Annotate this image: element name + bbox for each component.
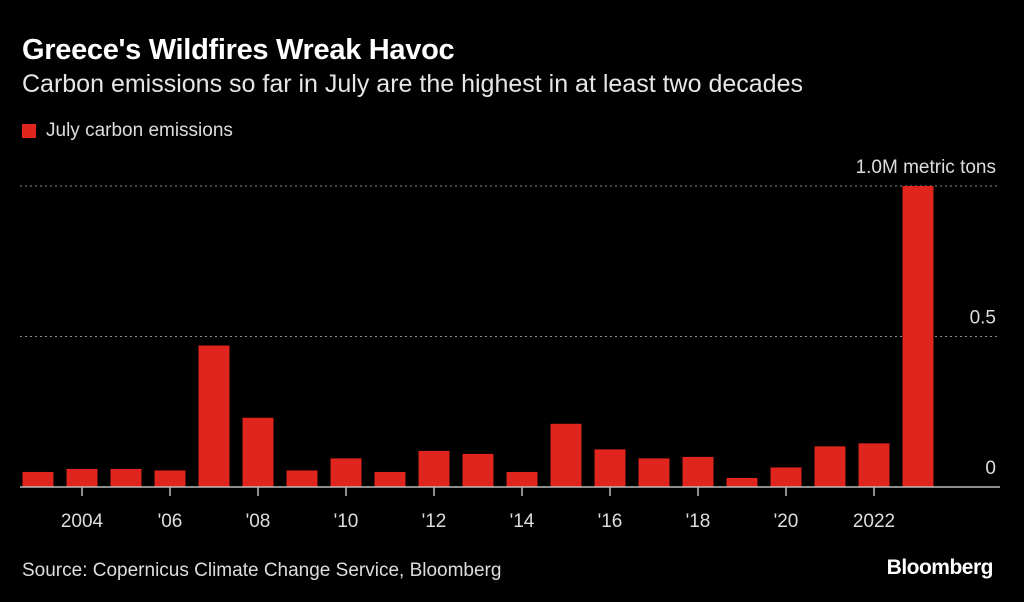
bar — [726, 477, 758, 487]
bloomberg-logo: Bloomberg — [886, 556, 994, 579]
y-tick-label: 1.0M metric tons — [856, 157, 996, 178]
x-tick-label: 2022 — [853, 511, 895, 532]
bar — [198, 345, 230, 487]
bar — [506, 471, 538, 487]
legend: July carbon emissions — [22, 120, 233, 142]
bar — [770, 467, 802, 487]
bar — [682, 456, 714, 487]
chart-title: Greece's Wildfires Wreak Havoc — [22, 34, 455, 66]
bar — [814, 446, 846, 487]
bar — [374, 471, 406, 487]
y-tick-label: 0 — [985, 458, 996, 479]
x-tick-label: '18 — [686, 511, 711, 532]
x-tick-label: '16 — [598, 511, 623, 532]
y-tick-label: 0.5 — [970, 308, 996, 329]
bar — [902, 186, 934, 487]
bar — [286, 470, 318, 487]
legend-label: July carbon emissions — [46, 120, 233, 141]
x-tick-label: '12 — [422, 511, 447, 532]
bar — [22, 471, 54, 487]
chart-subtitle: Carbon emissions so far in July are the … — [22, 70, 803, 98]
bar — [242, 417, 274, 487]
bar — [462, 453, 494, 487]
bar — [110, 468, 142, 487]
bar — [418, 450, 450, 487]
bar — [638, 458, 670, 487]
bar — [330, 458, 362, 487]
x-tick-label: '20 — [774, 511, 799, 532]
bar — [550, 423, 582, 487]
source-note: Source: Copernicus Climate Change Servic… — [22, 560, 502, 581]
x-tick-label: '06 — [158, 511, 183, 532]
x-tick-label: '14 — [510, 511, 535, 532]
x-tick-label: '10 — [334, 511, 359, 532]
x-tick-label: '08 — [246, 511, 271, 532]
bar — [66, 468, 98, 487]
bar — [154, 470, 186, 487]
legend-swatch — [22, 124, 36, 138]
x-tick-label: 2004 — [61, 511, 104, 532]
bar — [594, 449, 626, 487]
bar — [858, 443, 890, 487]
